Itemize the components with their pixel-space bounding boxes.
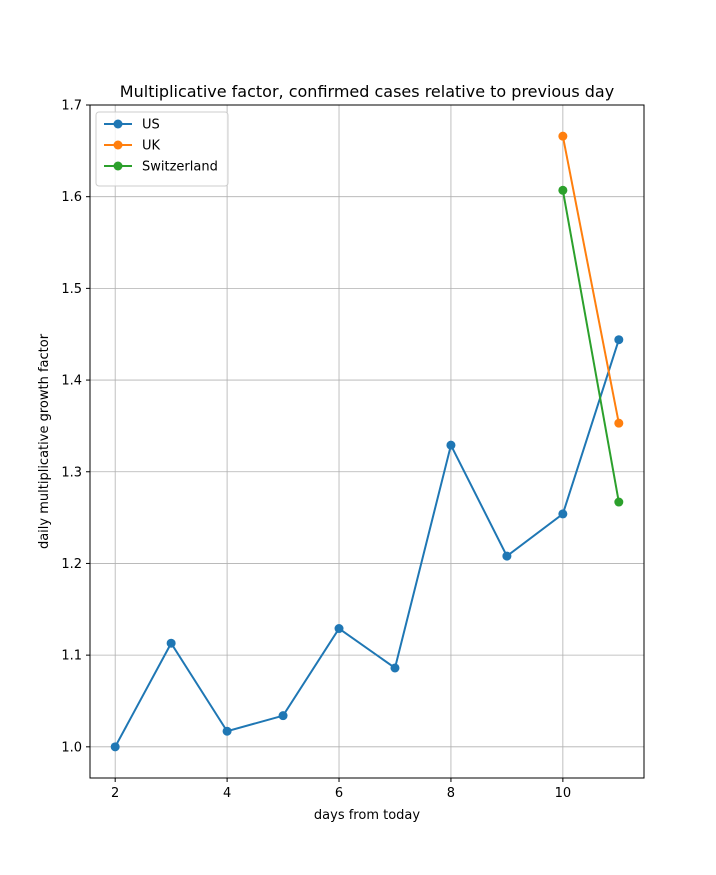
grid — [90, 104, 644, 778]
series-line — [561, 190, 620, 503]
data-point — [558, 131, 568, 141]
legend-item: US — [104, 118, 160, 133]
data-point — [278, 711, 288, 721]
legend-marker — [113, 119, 123, 129]
x-axis-label: days from today — [314, 808, 420, 823]
legend-box — [95, 111, 229, 187]
y-tick-label: 1.4 — [61, 374, 82, 389]
data-point — [446, 440, 456, 450]
data-point — [558, 509, 568, 519]
data-point — [334, 624, 344, 634]
y-axis-label: daily multiplicative growth factor — [37, 333, 52, 549]
chart-title: Multiplicative factor, confirmed cases r… — [120, 82, 614, 101]
data-point — [614, 335, 624, 345]
series-uk — [558, 131, 624, 428]
series-line — [561, 135, 620, 424]
y-tick-label: 1.1 — [61, 649, 82, 664]
legend-label: UK — [142, 139, 161, 154]
x-tick-label: 4 — [223, 786, 231, 801]
legend-label: US — [142, 118, 160, 133]
plot-frame — [89, 104, 645, 779]
legend-item: UK — [104, 139, 161, 154]
data-point — [502, 551, 512, 561]
y-tick-label: 1.6 — [61, 190, 82, 205]
series-switzerland — [558, 185, 624, 507]
y-tick-label: 1.3 — [61, 465, 82, 480]
data-point — [166, 638, 176, 648]
data-point — [222, 726, 232, 736]
data-point — [614, 497, 624, 507]
y-tick-label: 1.5 — [61, 282, 82, 297]
series-us — [110, 335, 624, 752]
data-point — [614, 418, 624, 428]
x-tick-label: 8 — [447, 786, 455, 801]
x-tick-label: 6 — [335, 786, 343, 801]
legend-marker — [113, 140, 123, 150]
legend: US UK Switzerland — [95, 111, 229, 187]
series-group — [110, 131, 624, 752]
axes: 2 4 6 8 10 1.0 1.1 1.2 1.3 1.4 1.5 1.6 1.7 — [61, 99, 645, 801]
legend-item: Switzerland — [104, 160, 218, 175]
data-point — [110, 742, 120, 752]
y-tick-label: 1.2 — [61, 557, 82, 572]
y-tick-label: 1.7 — [61, 99, 82, 114]
legend-label: Switzerland — [142, 160, 218, 175]
data-point — [558, 185, 568, 195]
data-point — [390, 663, 400, 673]
series-line — [114, 339, 620, 748]
y-tick-label: 1.0 — [61, 740, 82, 755]
x-tick-label: 10 — [555, 786, 572, 801]
legend-marker — [113, 161, 123, 171]
x-tick-label: 2 — [111, 786, 119, 801]
